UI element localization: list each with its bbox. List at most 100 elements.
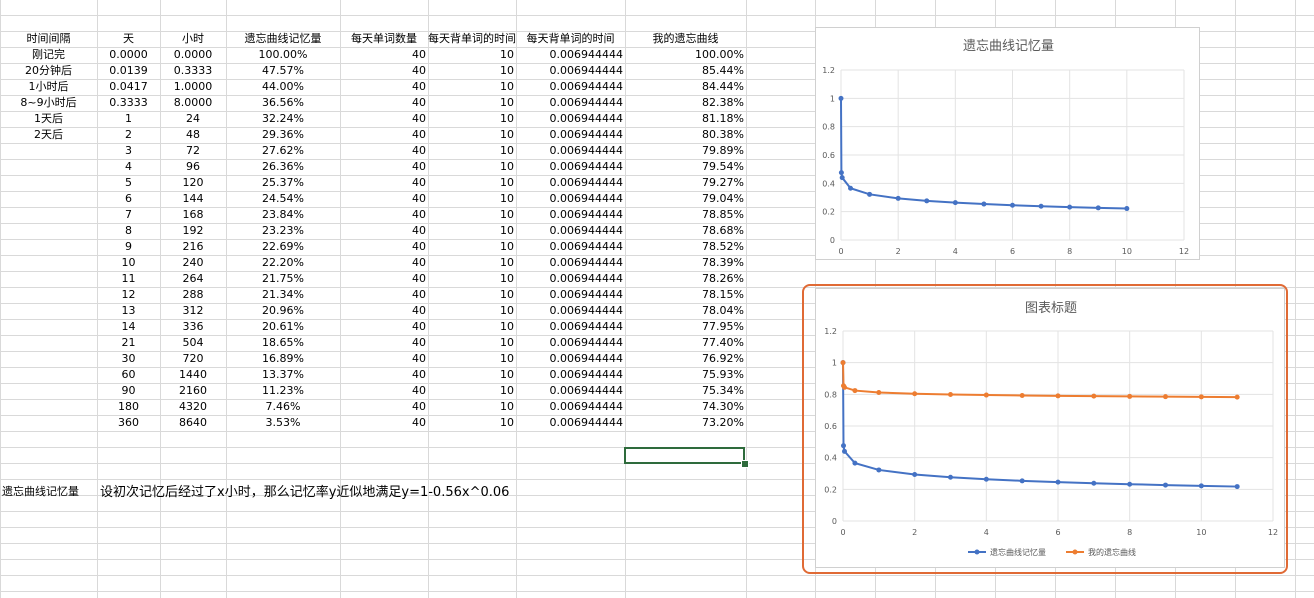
table-cell[interactable]: 10	[500, 416, 514, 429]
table-cell[interactable]: 5	[125, 176, 132, 189]
header-cell[interactable]: 每天背单词的时间	[526, 32, 615, 45]
header-cell[interactable]: 遗忘曲线记忆量	[244, 32, 322, 45]
table-cell[interactable]: 0.0000	[173, 48, 213, 61]
table-cell[interactable]: 0.006944444	[549, 240, 623, 253]
table-cell[interactable]: 10	[500, 400, 514, 413]
table-cell[interactable]: 23.23%	[262, 224, 304, 237]
table-cell[interactable]: 11	[121, 272, 136, 285]
table-cell[interactable]: 10	[500, 256, 514, 269]
table-cell[interactable]: 240	[182, 256, 204, 269]
combined-curve-chart[interactable]: 图表标题 0 2 4 6 8 10 12 0 0.2 0.4 0.6 0.8 1 1.2 遗忘曲线记忆量 我的遗…	[815, 288, 1285, 568]
table-cell[interactable]: 32.24%	[262, 112, 304, 125]
table-cell[interactable]: 40	[412, 336, 426, 349]
table-cell[interactable]: 40	[412, 368, 426, 381]
table-cell[interactable]: 4320	[179, 400, 207, 413]
table-cell[interactable]: 0.006944444	[549, 384, 623, 397]
table-cell[interactable]: 40	[412, 240, 426, 253]
table-cell[interactable]: 40	[412, 144, 426, 157]
table-cell[interactable]: 82.38%	[702, 96, 744, 109]
table-cell[interactable]: 40	[412, 208, 426, 221]
table-cell[interactable]: 40	[412, 64, 426, 77]
table-cell[interactable]: 85.44%	[702, 64, 744, 77]
table-cell[interactable]: 90	[121, 384, 136, 397]
table-cell[interactable]: 12	[121, 288, 136, 301]
table-cell[interactable]: 40	[412, 80, 426, 93]
table-cell[interactable]: 10	[500, 352, 514, 365]
table-cell[interactable]: 336	[182, 320, 204, 333]
table-cell[interactable]: 40	[412, 96, 426, 109]
table-cell[interactable]: 20分钟后	[25, 64, 72, 77]
table-cell[interactable]: 0.006944444	[549, 272, 623, 285]
header-cell[interactable]: 时间间隔	[26, 32, 71, 45]
table-cell[interactable]: 0.3333	[173, 64, 213, 77]
table-cell[interactable]: 78.52%	[702, 240, 744, 253]
table-cell[interactable]: 78.26%	[702, 272, 744, 285]
table-cell[interactable]: 75.93%	[702, 368, 744, 381]
table-cell[interactable]: 0.006944444	[549, 64, 623, 77]
table-cell[interactable]: 76.92%	[702, 352, 744, 365]
table-cell[interactable]: 8	[125, 224, 132, 237]
table-cell[interactable]: 21.34%	[262, 288, 304, 301]
table-cell[interactable]: 312	[182, 304, 204, 317]
table-cell[interactable]: 26.36%	[262, 160, 304, 173]
table-cell[interactable]: 1	[125, 112, 132, 125]
table-cell[interactable]: 3	[125, 144, 132, 157]
table-cell[interactable]: 11.23%	[262, 384, 304, 397]
table-cell[interactable]: 0.006944444	[549, 208, 623, 221]
table-cell[interactable]: 78.15%	[702, 288, 744, 301]
table-cell[interactable]: 40	[412, 416, 426, 429]
table-cell[interactable]: 80.38%	[702, 128, 744, 141]
table-cell[interactable]: 75.34%	[702, 384, 744, 397]
table-cell[interactable]: 10	[121, 256, 136, 269]
table-cell[interactable]: 1小时后	[28, 80, 69, 93]
table-cell[interactable]: 21.75%	[262, 272, 304, 285]
table-cell[interactable]: 264	[182, 272, 204, 285]
table-cell[interactable]: 72	[186, 144, 200, 157]
table-cell[interactable]: 21	[121, 336, 136, 349]
table-cell[interactable]: 20.61%	[262, 320, 304, 333]
table-cell[interactable]: 13	[121, 304, 136, 317]
table-cell[interactable]: 10	[500, 336, 514, 349]
table-cell[interactable]: 360	[118, 416, 139, 429]
table-cell[interactable]: 0.006944444	[549, 336, 623, 349]
table-cell[interactable]: 74.30%	[702, 400, 744, 413]
table-cell[interactable]: 10	[500, 240, 514, 253]
table-cell[interactable]: 27.62%	[262, 144, 304, 157]
table-cell[interactable]: 0.006944444	[549, 48, 623, 61]
header-cell[interactable]: 每天背单词的时间	[428, 32, 516, 45]
table-cell[interactable]: 77.95%	[702, 320, 744, 333]
table-cell[interactable]: 0.006944444	[549, 288, 623, 301]
table-cell[interactable]: 79.04%	[702, 192, 744, 205]
table-cell[interactable]: 10	[500, 144, 514, 157]
table-cell[interactable]: 0.006944444	[549, 352, 623, 365]
table-cell[interactable]: 0.006944444	[549, 192, 623, 205]
table-cell[interactable]: 168	[182, 208, 204, 221]
table-cell[interactable]: 40	[412, 192, 426, 205]
table-cell[interactable]: 84.44%	[702, 80, 744, 93]
table-cell[interactable]: 0.3333	[109, 96, 148, 109]
table-cell[interactable]: 1天后	[34, 112, 63, 125]
table-cell[interactable]: 20.96%	[262, 304, 304, 317]
table-cell[interactable]: 504	[182, 336, 204, 349]
table-cell[interactable]: 10	[500, 288, 514, 301]
table-cell[interactable]: 16.89%	[262, 352, 304, 365]
table-cell[interactable]: 120	[182, 176, 204, 189]
table-cell[interactable]: 8~9小时后	[20, 96, 77, 109]
header-cell[interactable]: 天	[123, 32, 134, 45]
table-cell[interactable]: 13.37%	[262, 368, 304, 381]
table-cell[interactable]: 0.006944444	[549, 400, 623, 413]
table-cell[interactable]: 60	[121, 368, 136, 381]
table-cell[interactable]: 78.39%	[702, 256, 744, 269]
table-cell[interactable]: 10	[500, 160, 514, 173]
table-cell[interactable]: 24	[186, 112, 200, 125]
table-cell[interactable]: 192	[182, 224, 204, 237]
table-cell[interactable]: 1.0000	[173, 80, 213, 93]
table-cell[interactable]: 40	[412, 384, 426, 397]
table-cell[interactable]: 47.57%	[262, 64, 304, 77]
table-cell[interactable]: 10	[500, 320, 514, 333]
table-cell[interactable]: 24.54%	[262, 192, 304, 205]
table-cell[interactable]: 0.006944444	[549, 144, 623, 157]
table-cell[interactable]: 10	[500, 208, 514, 221]
table-cell[interactable]: 10	[500, 112, 514, 125]
table-cell[interactable]: 180	[118, 400, 139, 413]
